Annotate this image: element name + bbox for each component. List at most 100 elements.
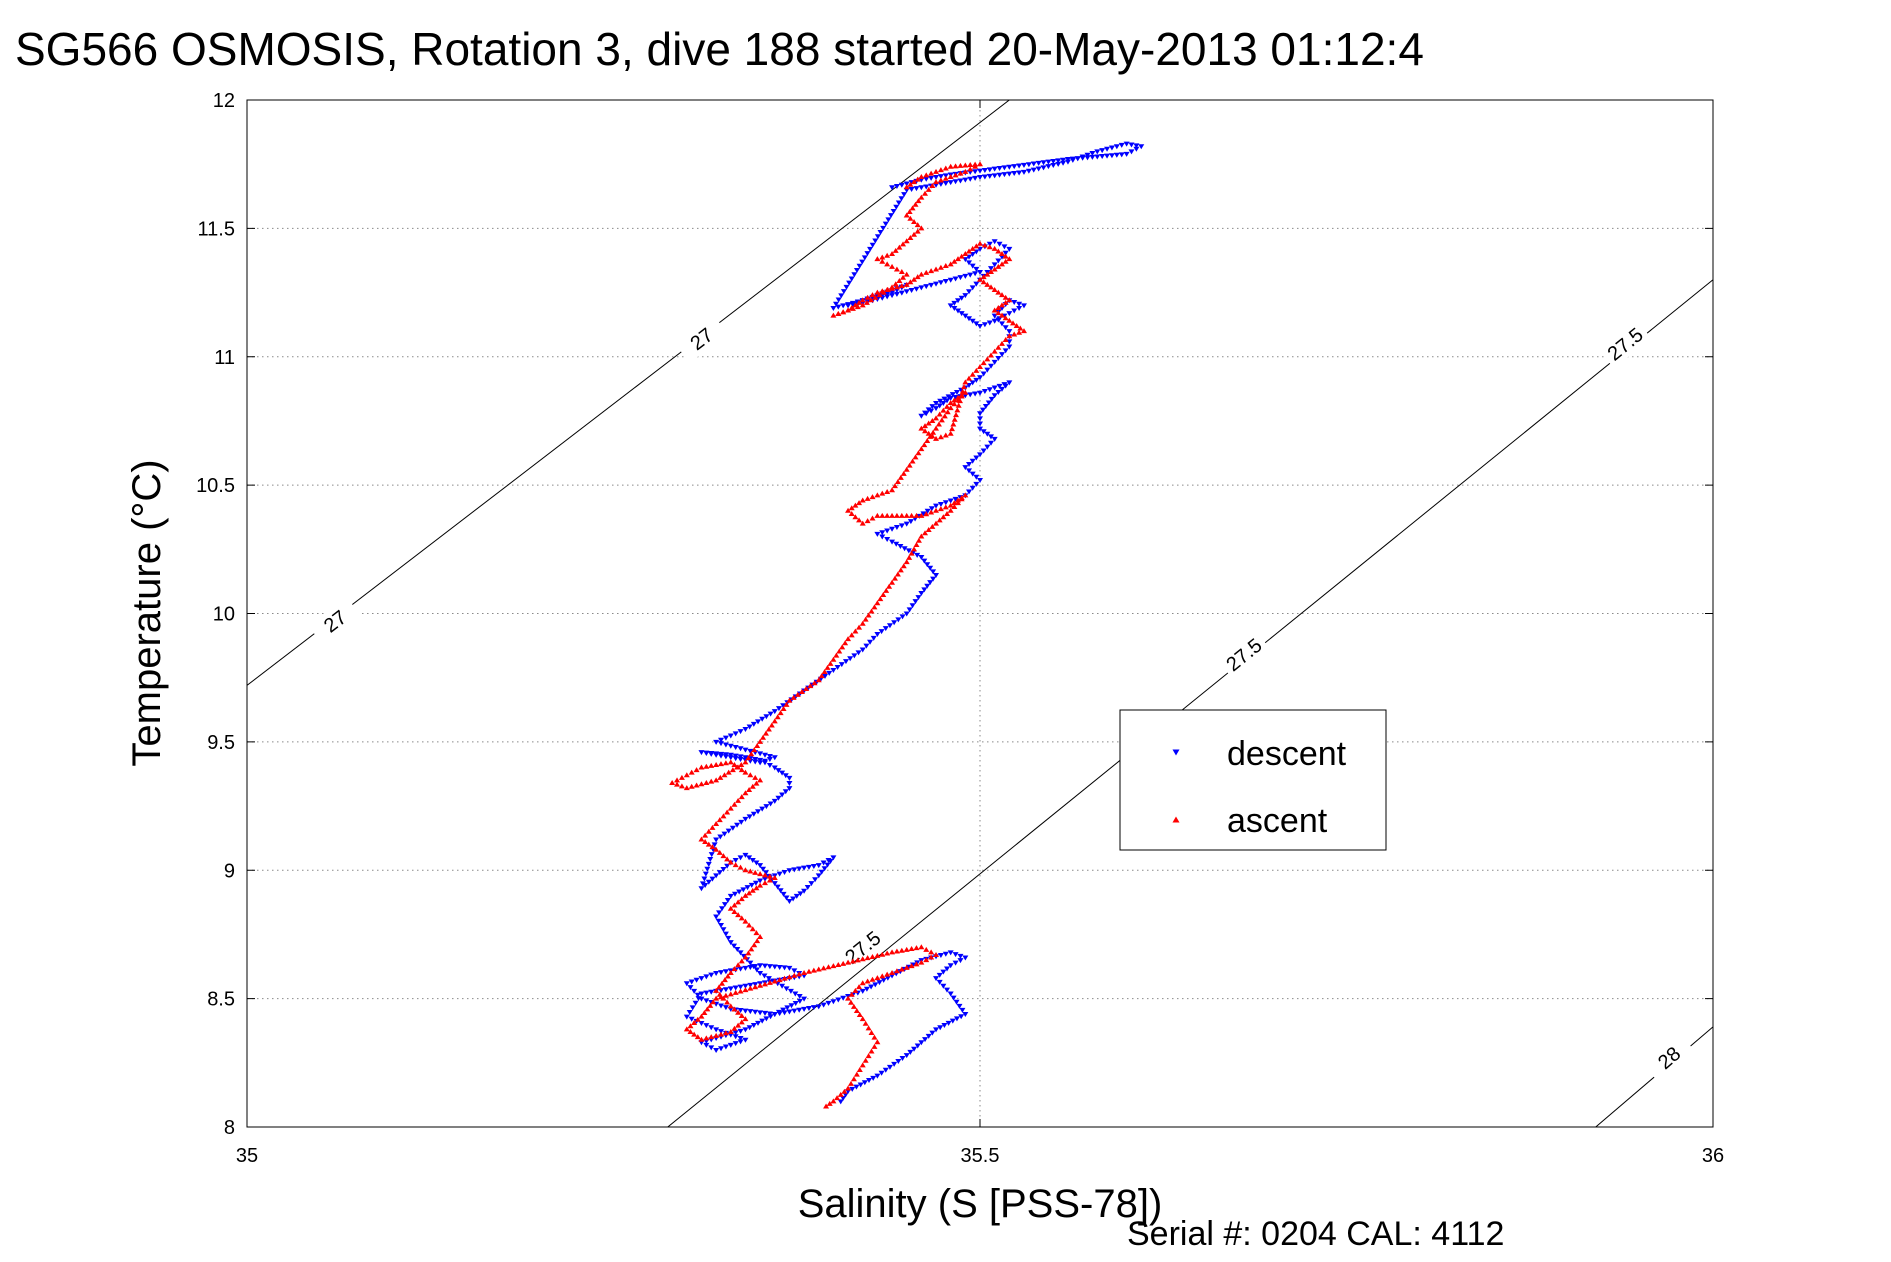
descent-point [753,967,760,973]
ascent-point [674,777,681,783]
descent-point [775,706,782,712]
descent-point [732,1034,739,1040]
descent-point [1050,163,1057,169]
ascent-point [941,413,948,419]
descent-point [1138,144,1145,150]
descent-point [981,388,988,394]
ascent-point [884,261,891,267]
descent-point [1060,160,1067,166]
ascent-point [747,985,754,991]
ascent-point [908,945,915,951]
descent-point [851,653,858,659]
ascent-point [738,915,745,921]
descent-point [796,998,803,1004]
ascent-point [864,495,871,501]
ascent-point [738,767,745,773]
ascent-point [721,772,728,778]
descent-point [709,876,716,882]
ascent-point [845,636,852,642]
descent-point [928,506,935,512]
descent-point [956,1003,963,1009]
descent-point [786,786,793,792]
ascent-point [824,664,831,670]
descent-point [921,558,928,564]
ascent-point [742,987,749,993]
ascent-point [781,975,788,981]
ascent-point [951,500,958,506]
descent-point [1035,166,1042,172]
ascent-point [747,868,754,874]
descent-point [698,976,705,982]
ascent-point [761,872,768,878]
ascent-point [928,509,935,515]
descent-point [716,870,723,876]
descent-point [995,258,1002,264]
ascent-point [911,218,918,224]
descent-point [746,724,753,730]
descent-point [933,281,940,287]
descent-point [725,828,732,834]
ascent-point [796,971,803,977]
ascent-point [874,492,881,498]
descent-point [899,614,906,620]
descent-point [870,635,877,641]
ascent-point [918,425,925,431]
ascent-point [757,738,764,744]
descent-point [972,175,979,181]
descent-point [1104,153,1111,159]
ascent-point [955,256,962,262]
ascent-point [907,215,914,221]
descent-point [810,1005,817,1011]
descent-point [835,997,842,1003]
ascent-point [751,942,758,948]
descent-point [771,755,778,761]
descent-point [699,881,706,887]
ascent-point [776,977,783,983]
descent-point [845,302,852,308]
descent-point [820,1002,827,1008]
descent-point [732,745,739,751]
ascent-point [762,730,769,736]
descent-point [761,973,768,979]
descent-point [899,1056,906,1062]
descent-point [775,768,782,774]
descent-point [703,998,710,1004]
descent-point [1055,161,1062,167]
descent-point [790,896,797,902]
descent-point [801,996,808,1002]
descent-point [763,804,770,810]
descent-point [782,789,789,795]
ascent-point [865,1025,872,1031]
descent-point [742,727,749,733]
ascent-point [720,813,727,819]
ascent-point [738,794,745,800]
descent-point [752,1009,759,1015]
ascent-point [757,982,764,988]
descent-point [727,986,734,992]
ascent-point [880,289,887,295]
descent-point [721,831,728,837]
ascent-point [884,950,891,956]
descent-point [796,994,803,1000]
ascent-point [845,959,852,965]
descent-point [890,208,897,214]
descent-point [742,747,749,753]
descent-point [889,293,896,299]
ascent-point [1006,256,1013,262]
descent-point [966,461,973,467]
descent-point [933,503,940,509]
descent-point [742,1037,749,1043]
descent-point [708,989,715,995]
ascent-point [703,779,710,785]
descent-point [893,204,900,210]
descent-point [1002,348,1009,354]
descent-point [913,186,920,192]
ascent-point [856,299,863,305]
ascent-point [937,506,944,512]
ascent-point [938,417,945,423]
ascent-point [955,497,962,503]
ascent-point [962,379,969,385]
descent-point [991,318,998,324]
ascent-point [859,497,866,503]
ascent-point [962,162,969,168]
